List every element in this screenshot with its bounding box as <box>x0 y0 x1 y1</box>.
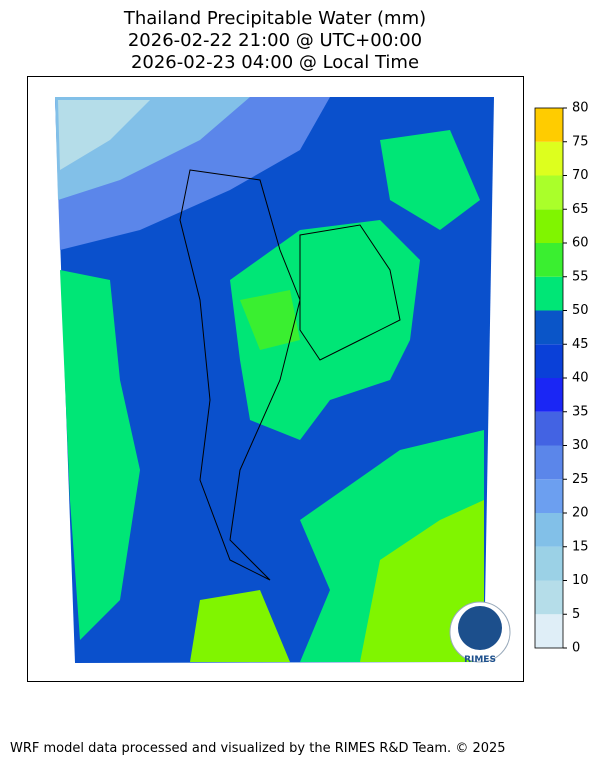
colorbar-bin <box>535 141 563 176</box>
tick-label: 20 <box>572 506 589 521</box>
colorbar-bin <box>535 209 563 243</box>
logo-text: RIMES <box>464 655 496 665</box>
tick-label: 40 <box>572 371 589 386</box>
tick-label: 80 <box>572 101 589 116</box>
colorbar-bin <box>535 243 563 277</box>
colorbar-bin <box>535 546 563 581</box>
tick-label: 45 <box>572 337 589 352</box>
map: RIMES <box>27 76 524 682</box>
colorbar-bin <box>535 445 563 480</box>
field <box>240 290 300 350</box>
field <box>190 590 290 662</box>
tick-label: 25 <box>572 472 589 487</box>
logo-globe <box>458 606 502 650</box>
borders <box>299 224 401 361</box>
tick-label: 75 <box>572 134 589 149</box>
colorbar-bin <box>535 614 563 648</box>
tick-label: 65 <box>572 202 589 217</box>
field <box>60 270 140 640</box>
colorbar-bin <box>535 310 563 345</box>
borders <box>179 169 301 581</box>
title-line: Thailand Precipitable Water (mm) <box>123 8 426 29</box>
tick-label: 50 <box>572 303 589 318</box>
tick-label: 5 <box>572 607 580 622</box>
colorbar-bin <box>535 344 563 378</box>
colorbar-bin <box>535 108 563 142</box>
colorbar-bin <box>535 411 563 446</box>
tick-label: 10 <box>572 573 589 588</box>
tick-label: 70 <box>572 168 589 183</box>
tick-label: 15 <box>572 539 589 554</box>
colorbar-bin <box>535 513 563 547</box>
colorbar: 0 5 10 15 20 25 30 35 40 45 50 55 60 65 70 75 80 <box>534 101 589 656</box>
colorbar-bin <box>535 378 563 412</box>
tick-label: 30 <box>572 438 589 453</box>
title-line: 2026-02-23 04:00 @ Local Time <box>131 52 419 73</box>
colorbar-bin <box>535 276 563 311</box>
title-line: 2026-02-22 21:00 @ UTC+00:00 <box>128 30 422 51</box>
tick-label: 0 <box>572 641 580 656</box>
field <box>380 130 480 230</box>
colorbar-bin <box>535 580 563 615</box>
colorbar-bin <box>535 175 563 210</box>
footer: WRF model data processed and visualized … <box>10 741 506 756</box>
colorbar-bin <box>535 479 563 513</box>
tick-label: 35 <box>572 404 589 419</box>
field <box>58 100 150 170</box>
tick-label: 60 <box>572 236 589 251</box>
tick-label: 55 <box>572 269 589 284</box>
